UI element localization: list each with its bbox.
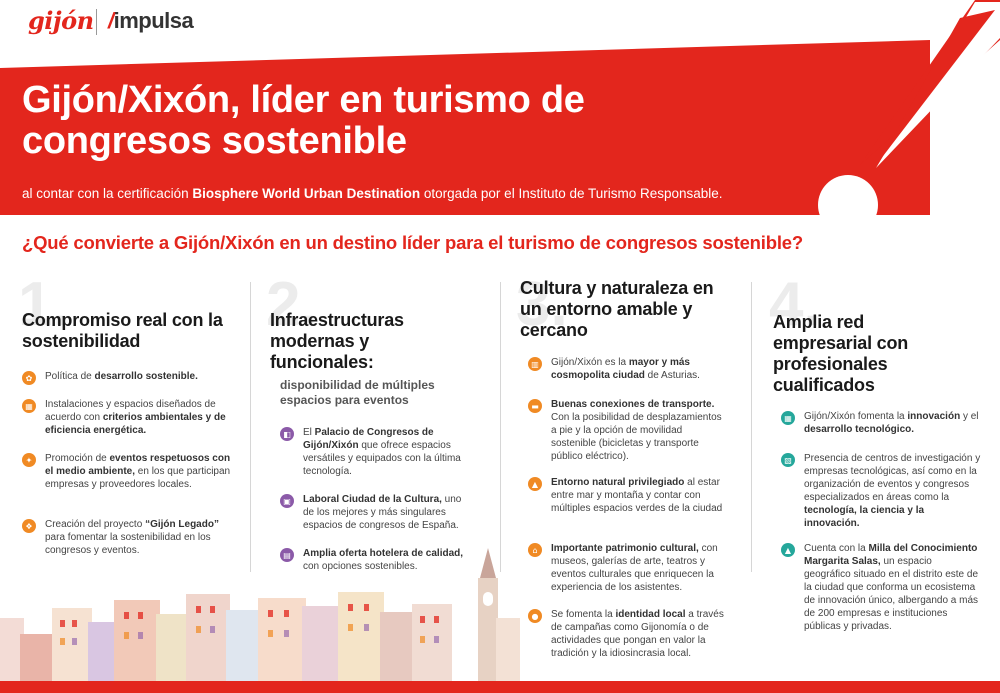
column-divider <box>250 282 251 572</box>
hero-banner <box>0 0 1000 235</box>
list-item: ▦ Gijón/Xixón fomenta la innovación y el… <box>781 410 981 436</box>
identity-icon: ● <box>528 609 542 623</box>
list-item: ▥ Gijón/Xixón es la mayor y más cosmopol… <box>528 356 728 382</box>
list-item: ▲ Entorno natural privilegiado al estar … <box>528 476 728 515</box>
research-icon: ▧ <box>781 453 795 467</box>
column-number: 4. <box>769 270 821 339</box>
palace-icon: ◧ <box>280 427 294 441</box>
hero-subtitle: al contar con la certificación Biosphere… <box>22 186 723 201</box>
list-item: ▲ Cuenta con la Milla del Conocimiento M… <box>781 542 981 633</box>
nature-icon: ▲ <box>528 477 542 491</box>
hotel-icon: ▤ <box>280 548 294 562</box>
list-item: ▣ Laboral Ciudad de la Cultura, uno de l… <box>280 493 475 532</box>
legacy-icon: ❖ <box>22 519 36 533</box>
city-icon: ▥ <box>528 357 542 371</box>
cityscape-illustration <box>0 548 520 682</box>
list-item: ▦ Instalaciones y espacios diseñados de … <box>22 398 232 437</box>
column-culture-nature: 3. Cultura y naturaleza en un entorno am… <box>516 274 730 660</box>
list-item: ⌂ Importante patrimonio cultural, con mu… <box>528 542 728 594</box>
column-number: 3. <box>516 270 568 339</box>
column-title: Cultura y naturaleza en un entorno amabl… <box>520 278 714 340</box>
bus-icon: ▬ <box>528 399 542 413</box>
innovation-icon: ▦ <box>781 411 795 425</box>
column-title: Amplia red empresarial con profesionales… <box>773 312 909 395</box>
list-item: ▬ Buenas conexiones de transporte. Con l… <box>528 398 728 463</box>
column-business-network: 4. Amplia red empresarial con profesiona… <box>769 274 983 633</box>
impulsa-logo: /impulsa <box>108 8 194 33</box>
list-item: ▧ Presencia de centros de investigación … <box>781 452 981 530</box>
leaf-icon: ✿ <box>22 371 36 385</box>
museum-icon: ⌂ <box>528 543 542 557</box>
graduation-icon: ▲ <box>781 543 795 557</box>
hero-background <box>0 0 1000 235</box>
column-divider <box>751 282 752 572</box>
list-item: ❖ Creación del proyecto “Gijón Legado” p… <box>22 518 232 557</box>
column-subtitle: disponibilidad de múltiples espacios par… <box>280 378 435 407</box>
column-sustainability: 1. Compromiso real con la sostenibilidad… <box>18 274 232 578</box>
logo-separator <box>96 9 97 35</box>
column-infrastructure: 2. Infraestructuras modernas y funcional… <box>266 274 480 578</box>
top-bar: gijón /impulsa <box>0 0 1000 44</box>
handshake-icon: ✦ <box>22 453 36 467</box>
list-item: ✦ Promoción de eventos respetuosos con e… <box>22 452 232 491</box>
column-title: Compromiso real con la sostenibilidad <box>22 310 223 351</box>
bottom-bar <box>0 681 1000 693</box>
list-item: ◧ El Palacio de Congresos de Gijón/Xixón… <box>280 426 475 478</box>
building-icon: ▦ <box>22 399 36 413</box>
section-question: ¿Qué convierte a Gijón/Xixón en un desti… <box>22 232 803 253</box>
column-title: Infraestructuras modernas y funcionales: <box>270 310 404 372</box>
list-item: ● Se fomenta la identidad local a través… <box>528 608 728 660</box>
column-number: 2. <box>266 270 318 339</box>
page-title: Gijón/Xixón, líder en turismo de congres… <box>22 79 585 162</box>
list-item: ✿ Política de desarrollo sostenible. <box>22 370 198 385</box>
gijon-logo: gijón <box>28 6 94 35</box>
laboral-icon: ▣ <box>280 494 294 508</box>
column-divider <box>500 282 501 572</box>
column-number: 1. <box>18 270 70 339</box>
list-item: ▤ Amplia oferta hotelera de calidad, con… <box>280 547 475 573</box>
